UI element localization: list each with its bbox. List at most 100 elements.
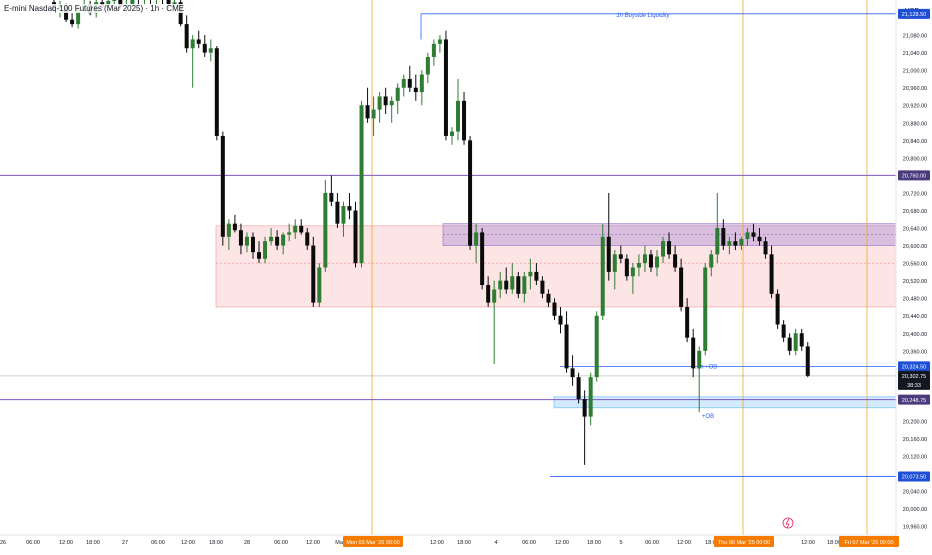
candle-body bbox=[691, 337, 696, 369]
price-tick-label: 20,400.00 bbox=[903, 332, 927, 338]
candle-body bbox=[456, 100, 461, 132]
candle-body bbox=[474, 232, 479, 246]
candle-body bbox=[431, 43, 436, 58]
candle-body bbox=[757, 236, 762, 242]
price-tick-label: 20,640.00 bbox=[903, 227, 927, 233]
time-badge-label: Fri 07 Mar '25 00:00 bbox=[844, 540, 893, 546]
candle-body bbox=[715, 228, 720, 255]
candle-body bbox=[238, 230, 243, 246]
candle-body bbox=[208, 48, 213, 53]
symbol-title: E-mini Nasdaq-100 Futures (Mar 2025) · 1… bbox=[4, 4, 185, 13]
price-tick-label: 20,520.00 bbox=[903, 279, 927, 285]
time-tick-label: 18:00 bbox=[457, 540, 471, 546]
price-tick-label: 20,440.00 bbox=[903, 314, 927, 320]
candle-body bbox=[510, 276, 515, 290]
candle-body bbox=[528, 271, 533, 277]
price-badge-label: 20,248.75 bbox=[902, 398, 926, 404]
time-tick-label: 26 bbox=[0, 540, 6, 546]
candle-body bbox=[648, 254, 653, 268]
candle-body bbox=[630, 267, 635, 277]
time-tick-label: 12:00 bbox=[306, 540, 320, 546]
time-badge-label: Thu 06 Mar '25 00:00 bbox=[718, 540, 770, 546]
price-tick-label: 20,960.00 bbox=[903, 86, 927, 92]
price-badge bbox=[898, 471, 930, 482]
candle-body bbox=[317, 267, 322, 303]
candle-body bbox=[486, 285, 491, 303]
time-tick-label: 18:00 bbox=[587, 540, 601, 546]
candle-body bbox=[419, 74, 424, 93]
candle-body bbox=[685, 306, 690, 338]
premium-zone bbox=[215, 225, 897, 308]
price-badge bbox=[898, 394, 930, 405]
price-tick-label: 20,480.00 bbox=[903, 297, 927, 303]
candle-body bbox=[504, 280, 509, 290]
price-tick-label: 20,920.00 bbox=[903, 104, 927, 110]
time-badge bbox=[839, 536, 899, 547]
price-tick-label: 20,120.00 bbox=[903, 455, 927, 461]
price-badge bbox=[898, 8, 930, 19]
time-tick-label: 12:00 bbox=[181, 540, 195, 546]
time-badge-label: Mon 03 Mar '25 00:00 bbox=[346, 540, 399, 546]
candle-body bbox=[667, 241, 672, 255]
candle-body bbox=[594, 315, 599, 378]
candle-body bbox=[655, 256, 659, 268]
candle-body bbox=[558, 315, 563, 325]
candle-body bbox=[751, 232, 756, 237]
candle-body bbox=[377, 96, 382, 110]
time-badge bbox=[343, 536, 403, 547]
candle-body bbox=[600, 236, 605, 316]
candle-body bbox=[612, 254, 617, 272]
candle-body bbox=[226, 223, 231, 237]
price-badge-label: 20,760.00 bbox=[902, 174, 926, 180]
time-tick-label: 12:00 bbox=[430, 540, 444, 546]
candle-body bbox=[799, 333, 804, 347]
candle-body bbox=[492, 289, 497, 303]
time-tick-label: 4 bbox=[494, 540, 497, 546]
candle-body bbox=[564, 324, 569, 369]
price-tick-label: 20,040.00 bbox=[903, 490, 927, 496]
ob-zone bbox=[553, 396, 897, 409]
candle-body bbox=[250, 236, 255, 253]
time-tick-label: Mar bbox=[335, 540, 345, 546]
candle-body bbox=[413, 87, 418, 93]
countdown-label: 38:33 bbox=[907, 383, 921, 389]
ob-lower-label: +OB bbox=[702, 414, 714, 420]
candle-body bbox=[522, 276, 527, 294]
price-tick-label: 20,200.00 bbox=[903, 419, 927, 425]
time-tick-label: 18:00 bbox=[209, 540, 223, 546]
price-axis-bg bbox=[896, 0, 932, 550]
candle-body bbox=[588, 377, 593, 417]
time-tick-label: 12:00 bbox=[801, 540, 815, 546]
candle-body bbox=[775, 293, 780, 325]
time-tick-label: 5 bbox=[619, 540, 622, 546]
time-tick-label: 06:00 bbox=[151, 540, 165, 546]
price-tick-label: 20,800.00 bbox=[903, 156, 927, 162]
candle-body bbox=[347, 206, 352, 211]
last-price-badge bbox=[898, 370, 930, 390]
price-tick-label: 20,000.00 bbox=[903, 507, 927, 513]
candle-body bbox=[220, 135, 225, 237]
candle-body bbox=[745, 232, 750, 239]
candle-body bbox=[727, 241, 732, 246]
candle-body bbox=[636, 263, 641, 268]
candle-body bbox=[516, 276, 521, 294]
candle-body bbox=[130, 0, 135, 5]
price-tick-label: 20,880.00 bbox=[903, 121, 927, 127]
price-tick-label: 20,680.00 bbox=[903, 209, 927, 215]
candle-body bbox=[281, 234, 286, 246]
candle-body bbox=[480, 232, 485, 286]
candle-body bbox=[329, 192, 334, 202]
candle-body bbox=[534, 271, 539, 281]
candle-body bbox=[244, 236, 249, 246]
candle-body bbox=[425, 57, 430, 75]
candle-body bbox=[462, 100, 467, 141]
candle-body bbox=[407, 78, 412, 88]
candle-body bbox=[437, 39, 442, 44]
candle-body bbox=[311, 245, 316, 303]
price-badge-label: 21,128.50 bbox=[902, 12, 926, 18]
candle-body bbox=[359, 105, 364, 264]
candle-body bbox=[70, 19, 75, 25]
candle-body bbox=[709, 254, 714, 268]
